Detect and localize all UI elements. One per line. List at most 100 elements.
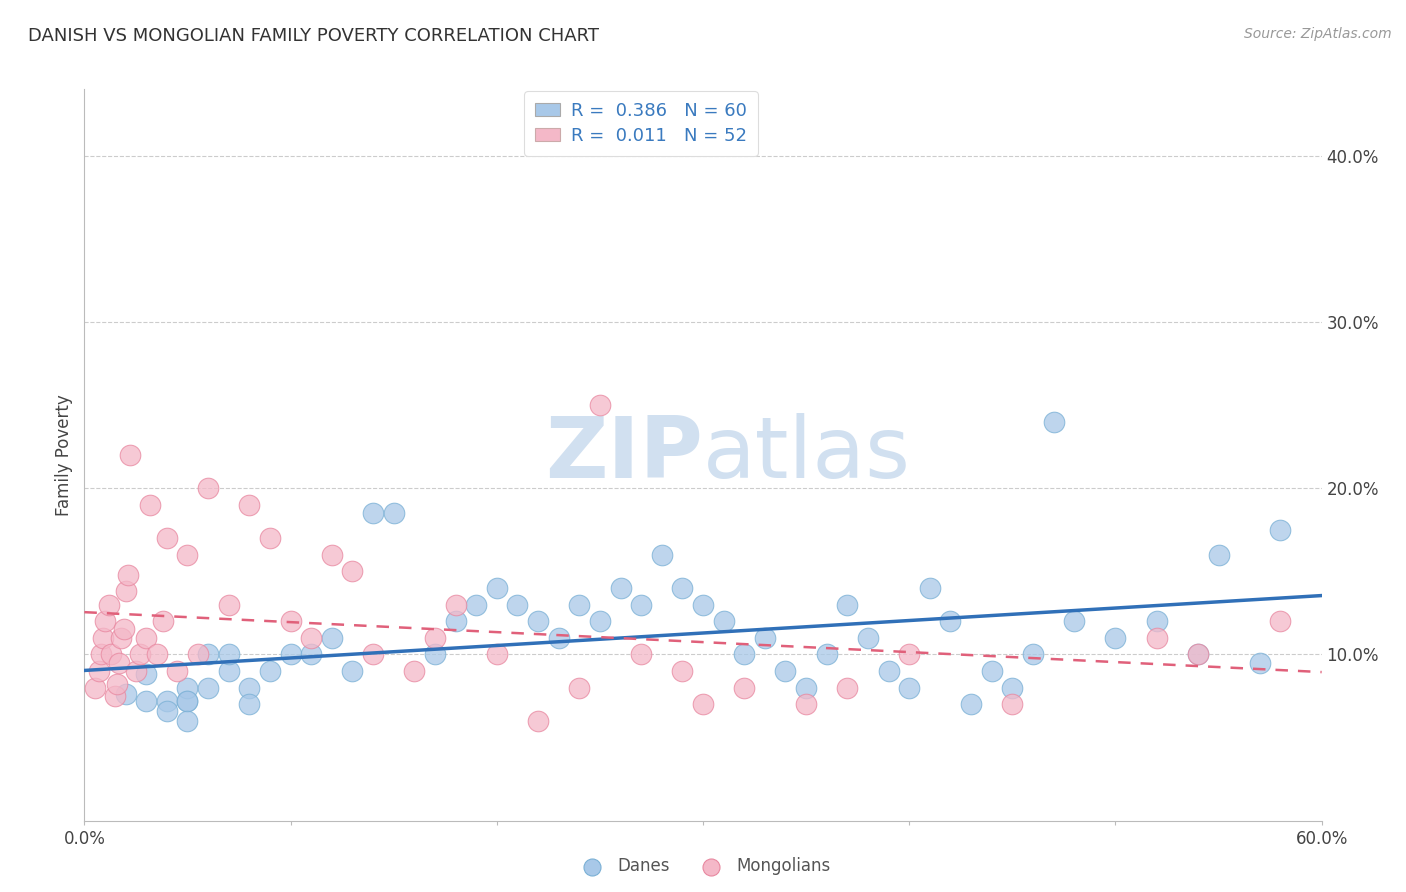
Point: [980, 664, 1002, 678]
Point: [104, 689, 127, 703]
Point: [609, 581, 631, 595]
Point: [98, 598, 121, 612]
Text: ZIP: ZIP: [546, 413, 703, 497]
Point: [135, 631, 157, 645]
Point: [238, 698, 260, 712]
Point: [187, 648, 209, 662]
Point: [176, 681, 198, 695]
Point: [321, 548, 343, 562]
Point: [423, 648, 446, 662]
Point: [129, 648, 152, 662]
Point: [939, 614, 962, 628]
Point: [485, 648, 508, 662]
Point: [1270, 614, 1292, 628]
Point: [259, 531, 281, 545]
Point: [692, 598, 714, 612]
Point: [139, 498, 162, 512]
Point: [1270, 523, 1292, 537]
Point: [156, 531, 179, 545]
Point: [877, 664, 900, 678]
Point: [112, 623, 135, 637]
Text: atlas: atlas: [703, 413, 911, 497]
Point: [775, 664, 797, 678]
Point: [527, 614, 550, 628]
Legend: Danes, Mongolians: Danes, Mongolians: [569, 850, 837, 882]
Point: [568, 681, 591, 695]
Y-axis label: Family Poverty: Family Poverty: [55, 394, 73, 516]
Point: [108, 656, 131, 670]
Point: [1001, 698, 1024, 712]
Point: [90, 648, 112, 662]
Point: [444, 614, 467, 628]
Point: [527, 714, 550, 728]
Point: [176, 694, 198, 708]
Point: [815, 648, 838, 662]
Text: DANISH VS MONGOLIAN FAMILY POVERTY CORRELATION CHART: DANISH VS MONGOLIAN FAMILY POVERTY CORRE…: [28, 27, 599, 45]
Point: [547, 631, 569, 645]
Point: [299, 648, 322, 662]
Point: [218, 664, 240, 678]
Point: [259, 664, 281, 678]
Point: [342, 664, 364, 678]
Point: [87, 664, 110, 678]
Point: [837, 598, 859, 612]
Point: [1249, 656, 1271, 670]
Point: [100, 648, 122, 662]
Point: [145, 648, 167, 662]
Point: [423, 631, 446, 645]
Point: [1208, 548, 1230, 562]
Point: [671, 664, 693, 678]
Point: [135, 694, 157, 708]
Point: [117, 567, 139, 582]
Point: [218, 598, 240, 612]
Point: [404, 664, 426, 678]
Point: [1187, 648, 1209, 662]
Point: [321, 631, 343, 645]
Point: [733, 648, 755, 662]
Point: [361, 648, 384, 662]
Point: [1001, 681, 1024, 695]
Point: [1187, 648, 1209, 662]
Point: [238, 681, 260, 695]
Point: [630, 648, 652, 662]
Point: [94, 614, 117, 628]
Point: [485, 581, 508, 595]
Point: [630, 598, 652, 612]
Point: [156, 704, 179, 718]
Point: [110, 631, 132, 645]
Point: [506, 598, 529, 612]
Point: [156, 694, 179, 708]
Point: [568, 598, 591, 612]
Point: [898, 648, 921, 662]
Point: [713, 614, 735, 628]
Point: [837, 681, 859, 695]
Point: [754, 631, 776, 645]
Point: [342, 564, 364, 578]
Point: [114, 687, 136, 701]
Point: [1022, 648, 1045, 662]
Text: Source: ZipAtlas.com: Source: ZipAtlas.com: [1244, 27, 1392, 41]
Point: [105, 677, 128, 691]
Point: [960, 698, 983, 712]
Point: [465, 598, 488, 612]
Point: [197, 681, 219, 695]
Point: [125, 664, 148, 678]
Point: [152, 614, 174, 628]
Point: [382, 506, 405, 520]
Point: [1042, 415, 1064, 429]
Point: [166, 664, 188, 678]
Point: [114, 584, 136, 599]
Point: [651, 548, 673, 562]
Point: [733, 681, 755, 695]
Point: [280, 614, 302, 628]
Point: [118, 448, 141, 462]
Point: [83, 681, 105, 695]
Point: [197, 648, 219, 662]
Point: [671, 581, 693, 595]
Point: [238, 498, 260, 512]
Point: [1146, 614, 1168, 628]
Point: [176, 548, 198, 562]
Point: [218, 648, 240, 662]
Point: [856, 631, 879, 645]
Point: [1063, 614, 1085, 628]
